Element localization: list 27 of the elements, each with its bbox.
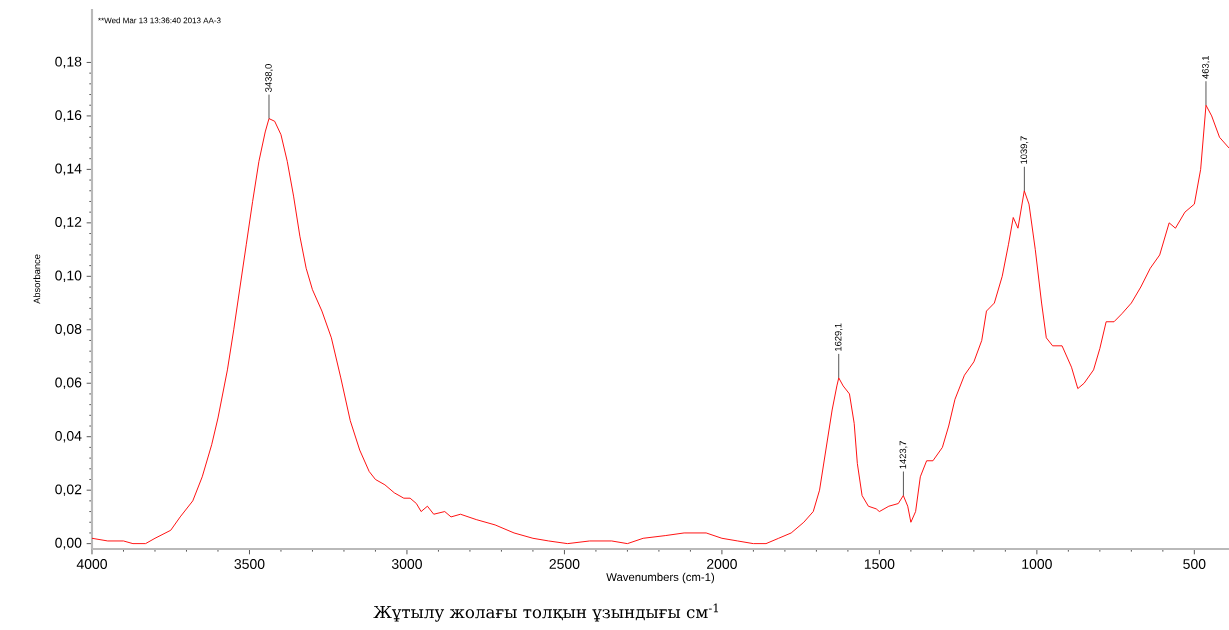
y-tick-label: 0,18 — [55, 56, 82, 69]
y-tick-label: 0,12 — [55, 217, 82, 229]
y-axis-title: Absorbance — [33, 254, 41, 304]
y-tick-label: 0,00 — [55, 537, 82, 550]
annotation: 1629,1 — [834, 323, 843, 351]
y-tick-label: 0,16 — [55, 110, 82, 122]
x-tick-label: 4000 — [76, 559, 108, 569]
annotation: **Wed Mar 13 13:36:40 2013 AA-3 — [98, 17, 221, 24]
y-tick-label: 0,10 — [55, 270, 82, 283]
x-tick-label: 2500 — [549, 559, 580, 569]
y-tick-label: 0,06 — [55, 377, 82, 390]
x-axis-title: Wavenumbers (cm-1) — [606, 572, 715, 584]
annotation: 1039,7 — [1020, 136, 1029, 164]
y-tick-label: 0,08 — [55, 324, 82, 336]
x-tick-label: 500 — [1183, 559, 1206, 569]
y-tick-label: 0,02 — [55, 484, 82, 496]
x-tick-label: 3500 — [234, 559, 265, 569]
x-tick-label: 3000 — [391, 559, 422, 569]
y-tick-label: 0,14 — [55, 163, 82, 176]
annotation: 463,1 — [1202, 56, 1210, 79]
y-tick-label: 0,04 — [55, 430, 82, 443]
x-tick-label: 1000 — [1022, 559, 1052, 569]
annotation: 3438,0 — [265, 64, 273, 92]
text: Жұтылу жолағы толқын ұзындығы см$^{-1}$ — [373, 603, 719, 622]
x-tick-label: 2000 — [707, 559, 737, 569]
annotation: 1423,7 — [899, 441, 908, 469]
x-tick-label: 1500 — [864, 559, 895, 569]
